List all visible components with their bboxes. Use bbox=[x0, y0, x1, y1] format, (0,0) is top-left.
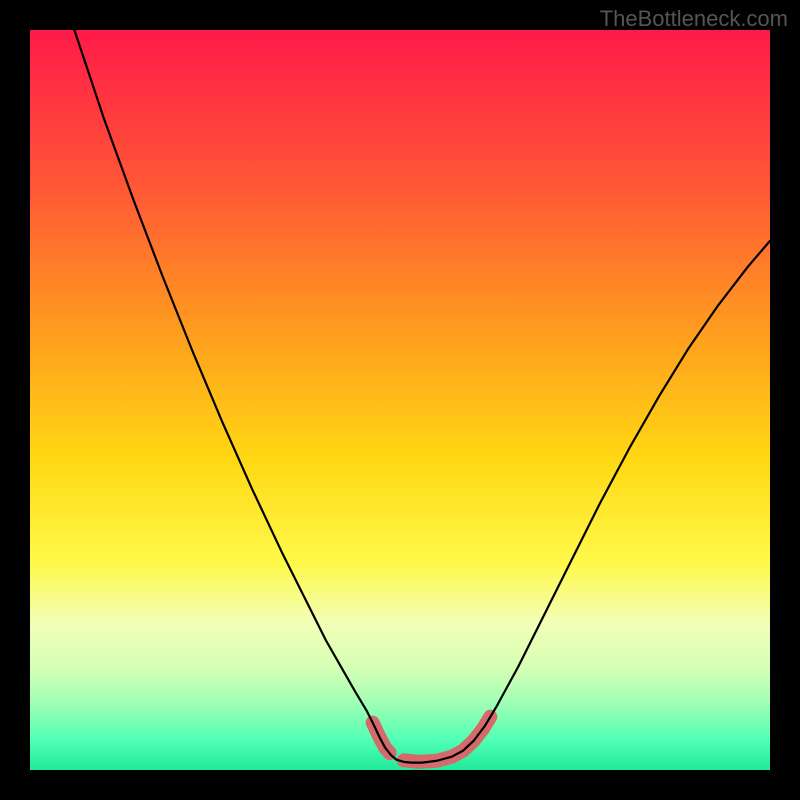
bottleneck-chart bbox=[0, 0, 800, 800]
gradient-background bbox=[30, 30, 770, 770]
watermark-text: TheBottleneck.com bbox=[600, 6, 788, 32]
